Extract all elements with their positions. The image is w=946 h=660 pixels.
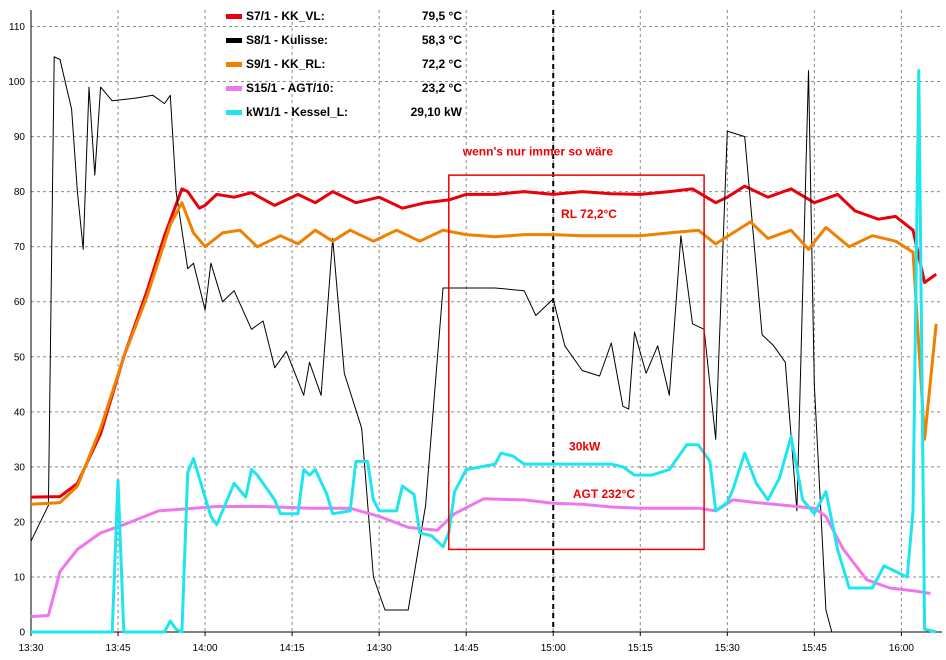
x-tick-label: 15:45 xyxy=(802,643,827,654)
y-tick-label: 10 xyxy=(14,572,26,583)
legend-swatch xyxy=(226,86,242,91)
series-line-4 xyxy=(30,497,931,619)
legend: S7/1 - KK_VL: 79,5 °C S8/1 - Kulisse: 58,3 … xyxy=(226,9,463,119)
annotation-label: AGT 232°C xyxy=(573,487,635,501)
series-line-2 xyxy=(30,56,937,633)
annotation-label: 30kW xyxy=(569,439,601,453)
x-tick-label: 14:00 xyxy=(193,643,218,654)
annotation-label: RL 72,2°C xyxy=(561,207,617,221)
legend-series-value: 29,10 kW xyxy=(411,105,463,119)
y-tick-label: 0 xyxy=(19,628,25,639)
annotation-label: wenn's nur immer so wäre xyxy=(462,144,614,158)
highlight-box xyxy=(448,174,705,551)
legend-series-name: S15/1 - AGT/10: xyxy=(246,81,334,95)
legend-series-name: S7/1 - KK_VL: xyxy=(246,9,325,23)
legend-series-value: 72,2 °C xyxy=(422,57,462,71)
y-tick-label: 50 xyxy=(14,352,26,363)
legend-swatch xyxy=(226,62,242,67)
x-tick-label: 15:00 xyxy=(541,643,566,654)
legend-series-value: 23,2 °C xyxy=(422,81,462,95)
y-tick-label: 60 xyxy=(14,297,26,308)
annotations: wenn's nur immer so wäre RL 72,2°C 30kW AGT… xyxy=(448,144,705,551)
x-tick-label: 16:00 xyxy=(889,643,914,654)
axes: 0 10 20 30 40 50 60 70 80 90 100 110 13:30 13:45 14:00… xyxy=(8,10,942,654)
y-tick-label: 30 xyxy=(14,462,26,473)
y-tick-label: 40 xyxy=(14,407,26,418)
legend-swatch xyxy=(226,14,242,19)
legend-series-value: 79,5 °C xyxy=(422,9,462,23)
series-line-3 xyxy=(30,201,938,506)
y-tick-label: 90 xyxy=(14,132,26,143)
x-tick-label: 15:30 xyxy=(715,643,740,654)
legend-swatch xyxy=(226,110,242,115)
x-tick-label: 14:30 xyxy=(367,643,392,654)
x-tick-label: 15:15 xyxy=(628,643,653,654)
y-tick-label: 110 xyxy=(9,22,25,33)
legend-series-name: kW1/1 - Kessel_L: xyxy=(246,105,348,119)
legend-swatch xyxy=(226,38,242,43)
series-line-5 xyxy=(31,69,937,634)
x-tick-label: 14:45 xyxy=(454,643,479,654)
x-tick-label: 13:45 xyxy=(106,643,131,654)
x-tick-label: 14:15 xyxy=(280,643,305,654)
legend-series-value: 58,3 °C xyxy=(422,33,462,47)
y-tick-label: 20 xyxy=(14,517,26,528)
y-tick-label: 80 xyxy=(14,187,26,198)
y-tick-label: 100 xyxy=(8,77,25,88)
y-tick-label: 70 xyxy=(14,242,26,253)
legend-series-name: S9/1 - KK_RL: xyxy=(246,57,325,71)
legend-series-name: S8/1 - Kulisse: xyxy=(246,33,328,47)
x-tick-label: 13:30 xyxy=(18,643,43,654)
